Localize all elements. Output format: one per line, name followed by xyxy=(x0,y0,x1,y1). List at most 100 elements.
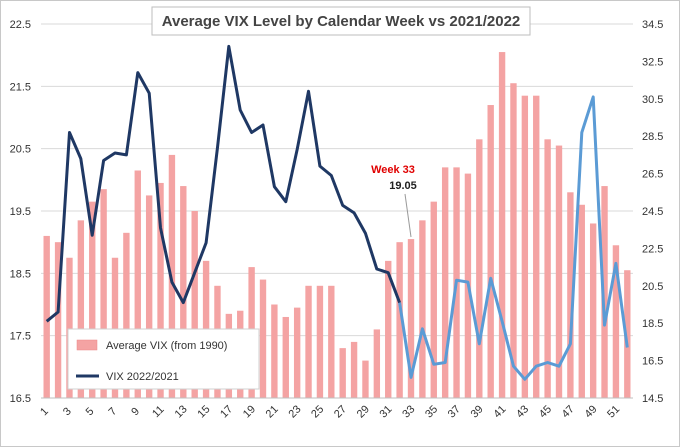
left-tick-label: 21.5 xyxy=(10,81,31,93)
legend-box xyxy=(67,328,260,390)
x-tick-label: 7 xyxy=(106,405,119,418)
right-tick-label: 18.5 xyxy=(642,318,663,330)
bar-week-47 xyxy=(567,192,574,398)
x-tick-label: 41 xyxy=(491,403,508,420)
bar-week-14 xyxy=(191,211,198,398)
bar-week-51 xyxy=(612,245,620,398)
bar-week-40 xyxy=(487,105,494,398)
bar-week-33 xyxy=(407,239,415,398)
bar-week-6 xyxy=(100,189,107,398)
bar-week-50 xyxy=(601,186,608,398)
bar-week-22 xyxy=(282,316,289,398)
bar-week-23 xyxy=(293,307,301,398)
x-tick-label: 43 xyxy=(514,403,531,420)
x-tick-label: 17 xyxy=(218,403,235,420)
bar-week-49 xyxy=(589,223,597,398)
bar-week-44 xyxy=(533,95,540,399)
bar-week-1 xyxy=(43,235,50,398)
bar-week-24 xyxy=(305,285,312,398)
right-axis-ticks: 14.5 16.5 18.5 20.5 22.5 24.5 26.5 28.5 30.5 32.5… xyxy=(642,19,663,405)
x-tick-label: 45 xyxy=(537,403,554,420)
bar-week-10 xyxy=(145,195,153,398)
legend-line-label: VIX 2022/2021 xyxy=(106,371,179,383)
bar-week-31 xyxy=(385,260,392,398)
right-tick-label: 14.5 xyxy=(642,393,663,405)
legend-bar-swatch xyxy=(76,339,98,351)
left-axis-ticks: 16.5 17.5 18.5 19.5 20.5 21.5 22.5 xyxy=(10,19,31,405)
x-tick-label: 47 xyxy=(560,403,577,420)
bar-week-26 xyxy=(328,285,335,398)
x-tick-label: 27 xyxy=(332,403,349,420)
left-tick-label: 20.5 xyxy=(10,144,31,156)
left-tick-label: 19.5 xyxy=(10,206,31,218)
bar-week-28 xyxy=(350,341,358,398)
annotation-value-label: 19.05 xyxy=(389,180,417,192)
right-tick-label: 30.5 xyxy=(642,94,663,106)
bar-week-46 xyxy=(555,145,563,398)
left-tick-label: 16.5 xyxy=(10,393,31,405)
x-tick-label: 25 xyxy=(309,403,326,420)
bar-week-3 xyxy=(66,257,73,398)
x-tick-label: 35 xyxy=(423,403,440,420)
bar-week-25 xyxy=(316,285,324,398)
x-tick-label: 31 xyxy=(378,403,395,420)
bar-week-34 xyxy=(419,220,426,398)
x-tick-label: 15 xyxy=(195,403,212,420)
bar-week-30 xyxy=(373,329,381,398)
left-tick-label: 18.5 xyxy=(10,268,31,280)
x-tick-label: 23 xyxy=(287,403,304,420)
bar-week-48 xyxy=(578,204,585,398)
line-vix-2021 xyxy=(398,95,629,381)
x-tick-label: 5 xyxy=(84,405,97,418)
line-vix-2022 xyxy=(45,44,402,323)
bar-week-41 xyxy=(498,52,506,399)
line-series xyxy=(45,44,629,381)
x-tick-label: 13 xyxy=(173,403,190,420)
x-tick-label: 3 xyxy=(61,405,74,418)
x-tick-label: 39 xyxy=(469,403,486,420)
bar-week-39 xyxy=(476,139,483,398)
title-box xyxy=(151,6,531,36)
x-tick-label: 49 xyxy=(583,403,600,420)
right-tick-label: 26.5 xyxy=(642,169,663,181)
right-tick-label: 28.5 xyxy=(642,131,663,143)
x-tick-label: 1 xyxy=(38,405,51,418)
x-tick-label: 29 xyxy=(355,403,372,420)
bar-week-2 xyxy=(54,242,62,398)
x-tick-label: 9 xyxy=(129,405,142,418)
left-tick-label: 22.5 xyxy=(10,19,31,31)
legend: Average VIX (from 1990) VIX 2022/2021 xyxy=(67,328,260,390)
bar-week-20 xyxy=(259,279,267,398)
bar-week-13 xyxy=(180,186,187,398)
right-tick-label: 16.5 xyxy=(642,356,663,368)
x-tick-label: 21 xyxy=(264,403,281,420)
bar-week-27 xyxy=(339,348,346,398)
bar-week-52 xyxy=(624,270,631,398)
bar-week-36 xyxy=(441,167,449,398)
week-annotation: Week 33 19.05 xyxy=(371,164,417,238)
bar-week-9 xyxy=(134,170,141,398)
right-tick-label: 34.5 xyxy=(642,19,663,31)
right-tick-label: 24.5 xyxy=(642,206,663,218)
bar-week-11 xyxy=(157,182,164,398)
bar-week-4 xyxy=(77,220,85,398)
bar-week-7 xyxy=(111,257,119,398)
x-tick-label: 11 xyxy=(150,404,167,421)
left-tick-label: 17.5 xyxy=(10,331,31,343)
right-tick-label: 22.5 xyxy=(642,243,663,255)
bar-week-45 xyxy=(544,139,551,398)
bar-week-5 xyxy=(89,201,96,398)
bar-week-43 xyxy=(521,95,529,399)
bar-week-35 xyxy=(430,201,437,398)
annotation-leader-line xyxy=(404,193,412,238)
bar-week-32 xyxy=(396,242,403,398)
legend-bar-label: Average VIX (from 1990) xyxy=(106,340,227,352)
x-axis-ticks: 1 3 5 7 9 11 13 15 17 19 21 23 25 27 29 31 33 35 37 39 41 43 4… xyxy=(38,403,622,420)
x-tick-label: 19 xyxy=(241,403,258,420)
chart-title: Average VIX Level by Calendar Week vs 20… xyxy=(151,6,531,36)
chart-title-text: Average VIX Level by Calendar Week vs 20… xyxy=(162,13,521,30)
bar-week-21 xyxy=(271,304,278,398)
x-tick-label: 33 xyxy=(400,403,417,420)
bar-week-42 xyxy=(510,83,517,398)
